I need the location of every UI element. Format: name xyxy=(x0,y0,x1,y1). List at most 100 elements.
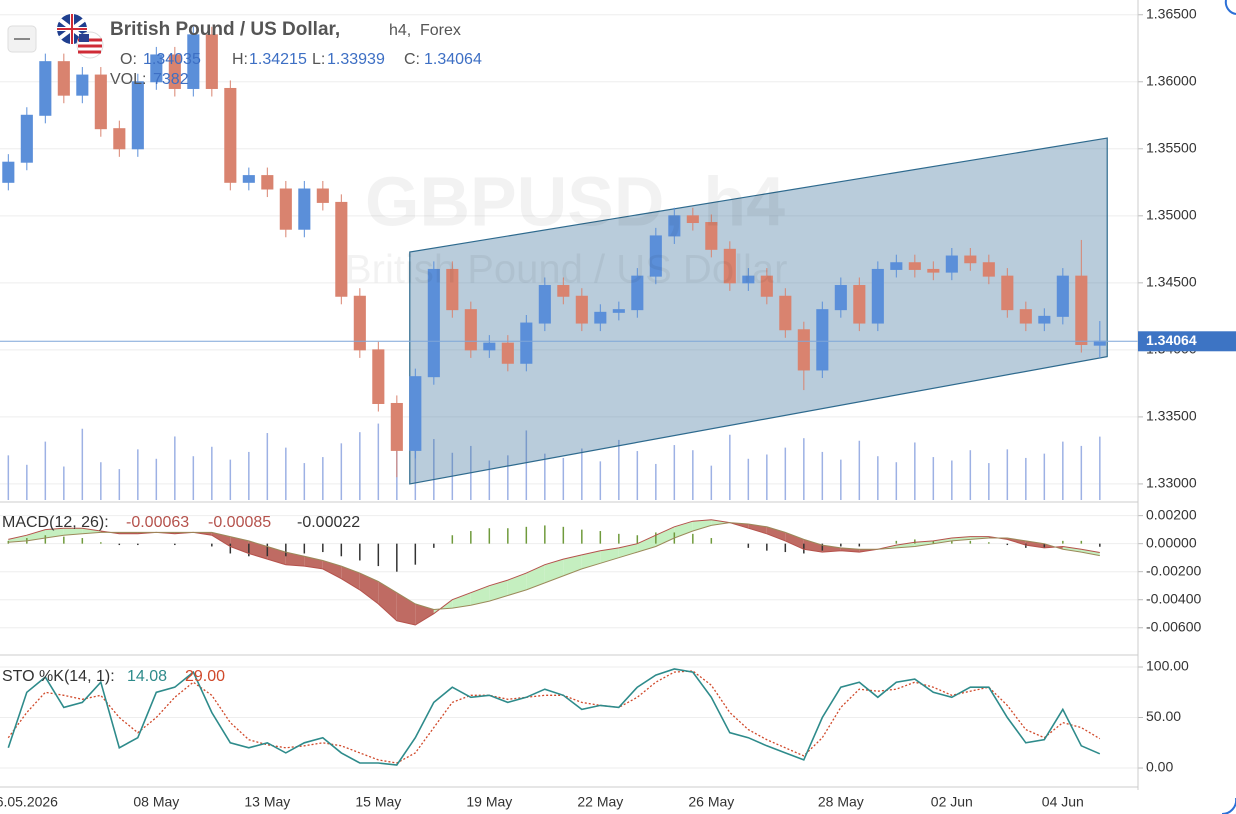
macd-fill xyxy=(396,592,416,625)
last-price-box xyxy=(1138,331,1236,352)
high-value: 1.34215 xyxy=(249,51,307,68)
candle-body xyxy=(797,329,810,371)
candle-body xyxy=(335,201,348,297)
candle-body xyxy=(316,188,329,203)
macd-fill xyxy=(1081,549,1100,556)
candle-body xyxy=(649,235,662,277)
y-tick-label: 50.00 xyxy=(1146,708,1181,724)
open-value: 1.34035 xyxy=(143,51,201,68)
candle-body xyxy=(816,309,829,371)
macd-fill xyxy=(489,580,508,602)
candle-body xyxy=(483,342,496,351)
candle-body xyxy=(871,268,884,324)
last-price-label: 1.34064 xyxy=(1146,332,1197,348)
candle-body xyxy=(686,215,699,224)
candle-body xyxy=(113,128,126,150)
candle-body xyxy=(927,268,940,273)
y-tick-label: 1.36500 xyxy=(1146,5,1197,21)
channel xyxy=(409,137,1108,485)
candle-body xyxy=(834,285,847,311)
y-tick-label: 0.00 xyxy=(1146,759,1173,775)
signal-value: -0.00085 xyxy=(208,514,271,531)
volume-label: VOL: xyxy=(110,71,146,88)
x-tick-label: 28 May xyxy=(818,794,864,810)
x-tick-label: 02 Jun xyxy=(931,794,973,810)
flag-us-canton xyxy=(79,34,89,42)
candle-body xyxy=(242,175,255,183)
sto-d-value: 29.00 xyxy=(185,668,225,685)
candle-body xyxy=(76,74,89,96)
candle-body xyxy=(557,285,570,297)
candle-body xyxy=(1093,340,1106,346)
candle-body xyxy=(353,295,366,351)
sto-title: STO %K(14, 1): xyxy=(2,668,115,685)
candle-body xyxy=(390,402,403,451)
macd-fill xyxy=(711,519,730,526)
macd-value: -0.00063 xyxy=(126,514,189,531)
y-tick-label: 0.00000 xyxy=(1146,534,1197,550)
signal-line xyxy=(8,522,1100,611)
macd-fill xyxy=(933,538,952,544)
close-value: 1.34064 xyxy=(424,51,482,68)
candle-body xyxy=(594,311,607,324)
x-tick-label: 19 May xyxy=(466,794,512,810)
macd-fill xyxy=(230,536,249,554)
candle-body xyxy=(723,248,736,284)
y-tick-label: 1.35500 xyxy=(1146,139,1197,155)
histogram-value: -0.00022 xyxy=(297,514,360,531)
candle-body xyxy=(612,309,625,313)
candle-body xyxy=(372,349,385,404)
low-label: L: xyxy=(312,51,325,68)
y-tick-label: -0.00400 xyxy=(1146,590,1201,606)
candle-body xyxy=(668,215,681,237)
macd-fill xyxy=(803,539,823,553)
candle-body xyxy=(150,54,163,83)
macd-title: MACD(12, 26): xyxy=(2,514,109,531)
flag-gb-cross-red xyxy=(57,14,87,44)
x-tick-label: 6.05.2026 xyxy=(0,794,58,810)
candle-body xyxy=(20,114,33,163)
candle-body xyxy=(39,61,52,116)
y-tick-label: 1.33500 xyxy=(1146,408,1197,424)
y-tick-label: 1.36000 xyxy=(1146,72,1197,88)
macd-fill xyxy=(359,573,379,604)
candle-body xyxy=(1001,275,1014,311)
candle-body xyxy=(520,322,533,364)
low-value: 1.33939 xyxy=(327,51,385,68)
candle-body xyxy=(945,255,958,273)
candle-body xyxy=(224,87,237,183)
y-tick-label: 1.34500 xyxy=(1146,274,1197,290)
macd-fill xyxy=(341,566,360,590)
sto-k-value: 14.08 xyxy=(127,668,167,685)
watermark: GBPUSD, h4 xyxy=(365,162,785,240)
macd-fill xyxy=(378,581,397,621)
macd-fill xyxy=(63,528,83,536)
x-tick-label: 26 May xyxy=(688,794,734,810)
marks xyxy=(0,14,1143,769)
macd-fill xyxy=(452,592,471,609)
candle-body xyxy=(409,376,422,451)
candle-body xyxy=(279,188,292,230)
macd-fill xyxy=(655,526,675,547)
y-tick-label: 100.00 xyxy=(1146,658,1189,674)
macd-fill xyxy=(600,547,619,564)
candle-body xyxy=(187,34,200,89)
market: Forex xyxy=(420,22,461,39)
candle-body xyxy=(446,268,459,311)
macd-fill xyxy=(8,535,27,543)
candle-body xyxy=(538,285,551,324)
candle-body xyxy=(705,222,718,250)
candle-body xyxy=(1019,309,1032,324)
macd-fill xyxy=(692,519,712,532)
candle-body xyxy=(631,275,644,311)
macd-fill xyxy=(544,559,564,583)
candle-body xyxy=(427,268,440,378)
sto-d-line xyxy=(7,670,1101,764)
high-label: H: xyxy=(232,51,248,68)
candle-body xyxy=(94,74,107,130)
macd-fill xyxy=(470,585,490,606)
candle-body xyxy=(261,175,274,190)
candle-body xyxy=(964,255,977,264)
candle-body xyxy=(1038,315,1051,324)
